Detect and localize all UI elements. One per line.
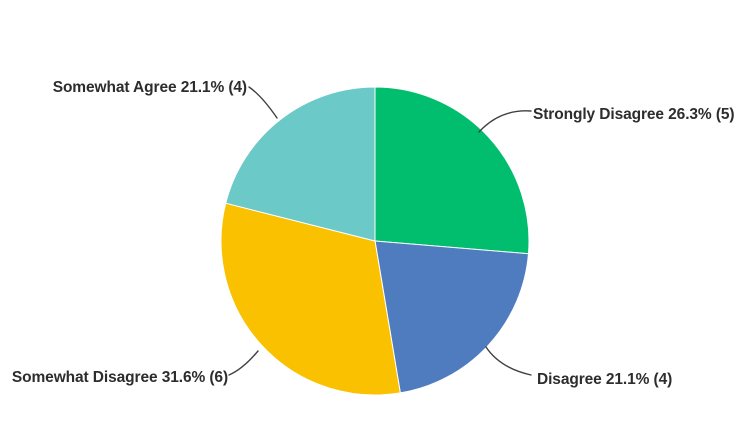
leader-line-somewhat-disagree <box>228 350 259 376</box>
slice-label-strongly-disagree: Strongly Disagree 26.3% (5) <box>533 106 735 123</box>
pie-slice-strongly-disagree <box>374 86 530 255</box>
leader-line-strongly-disagree <box>478 110 532 133</box>
pie-slice-somewhat-disagree <box>220 202 401 396</box>
leader-line-disagree <box>485 346 532 376</box>
slice-label-disagree: Disagree 21.1% (4) <box>537 371 673 388</box>
leader-line-somewhat-agree <box>248 86 278 119</box>
leader-lines <box>228 86 532 376</box>
pie-slices <box>220 86 530 396</box>
slice-label-somewhat-disagree: Somewhat Disagree 31.6% (6) <box>11 369 228 386</box>
slice-label-somewhat-agree: Somewhat Agree 21.1% (4) <box>52 79 247 96</box>
pie-slice-somewhat-agree <box>225 86 376 242</box>
pie-slice-disagree <box>374 240 529 394</box>
